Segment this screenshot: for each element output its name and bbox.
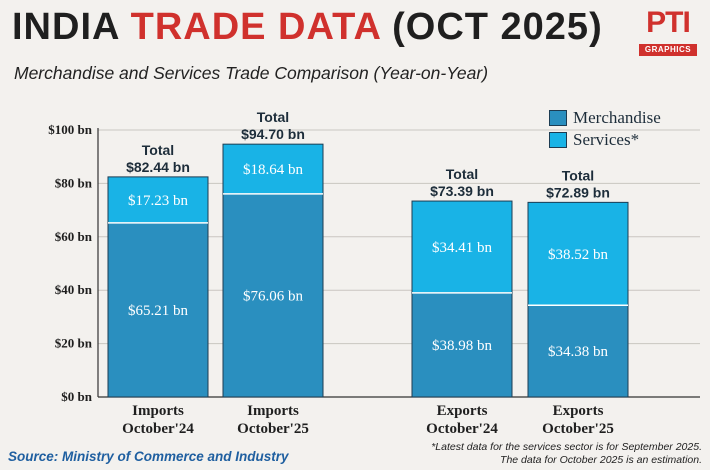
bar-merchandise: [527, 304, 629, 398]
data-label-services: $38.52 bn: [548, 247, 609, 263]
page-subtitle: Merchandise and Services Trade Compariso…: [14, 63, 489, 83]
legend-item-merchandise: Merchandise: [549, 107, 661, 129]
x-category-sublabel: October'25: [542, 421, 614, 437]
bar-services: [527, 201, 629, 306]
total-label: Total: [257, 109, 289, 125]
data-label-merchandise: $38.98 bn: [432, 338, 493, 354]
x-category-label: Exports: [437, 403, 488, 419]
data-label-merchandise: $34.38 bn: [548, 344, 609, 360]
page-title: INDIA TRADE DATA (OCT 2025): [12, 6, 603, 48]
y-tick-label: $20 bn: [55, 336, 93, 351]
legend-label-merchandise: Merchandise: [573, 108, 661, 127]
bar-services: [107, 176, 209, 224]
total-label: Total: [446, 166, 478, 182]
total-value: $82.44 bn: [126, 159, 190, 175]
x-category-label: Exports: [553, 403, 604, 419]
data-label-merchandise: $65.21 bn: [128, 303, 189, 319]
bar-services: [222, 143, 324, 195]
data-label-services: $17.23 bn: [128, 193, 189, 209]
legend-label-services: Services*: [573, 130, 640, 149]
legend-item-services: Services*: [549, 129, 661, 151]
y-tick-label: $80 bn: [55, 175, 93, 190]
total-label: Total: [142, 142, 174, 158]
legend-swatch-services: [549, 132, 567, 148]
source-note: Source: Ministry of Commerce and Industr…: [8, 449, 289, 464]
x-category-sublabel: October'25: [237, 421, 309, 437]
y-tick-label: $40 bn: [55, 282, 93, 297]
chart-legend: Merchandise Services*: [549, 107, 661, 151]
pti-graphics-logo: PTI GRAPHICS: [637, 6, 699, 56]
x-category-sublabel: October'24: [122, 421, 194, 437]
bar-merchandise: [222, 193, 324, 398]
y-tick-label: $100 bn: [48, 122, 92, 137]
y-tick-label: $0 bn: [61, 389, 92, 404]
data-label-merchandise: $76.06 bn: [243, 288, 304, 304]
total-label: Total: [562, 167, 594, 183]
footnote-line-2: The data for October 2025 is an estimati…: [500, 454, 702, 466]
x-category-sublabel: October'24: [426, 421, 498, 437]
y-tick-label: $60 bn: [55, 229, 93, 244]
logo-subtext: GRAPHICS: [639, 44, 697, 56]
bar-merchandise: [107, 222, 209, 398]
legend-swatch-merchandise: [549, 110, 567, 126]
footnote: *Latest data for the services sector is …: [431, 441, 702, 467]
x-category-label: Imports: [247, 403, 299, 419]
logo-mark: PTI: [646, 6, 691, 39]
data-label-services: $34.41 bn: [432, 240, 493, 256]
x-category-label: Imports: [132, 403, 184, 419]
total-value: $94.70 bn: [241, 126, 305, 142]
total-value: $72.89 bn: [546, 184, 610, 200]
data-label-services: $18.64 bn: [243, 162, 304, 178]
bar-services: [411, 200, 513, 294]
footnote-line-1: *Latest data for the services sector is …: [431, 441, 702, 453]
total-value: $73.39 bn: [430, 183, 494, 199]
